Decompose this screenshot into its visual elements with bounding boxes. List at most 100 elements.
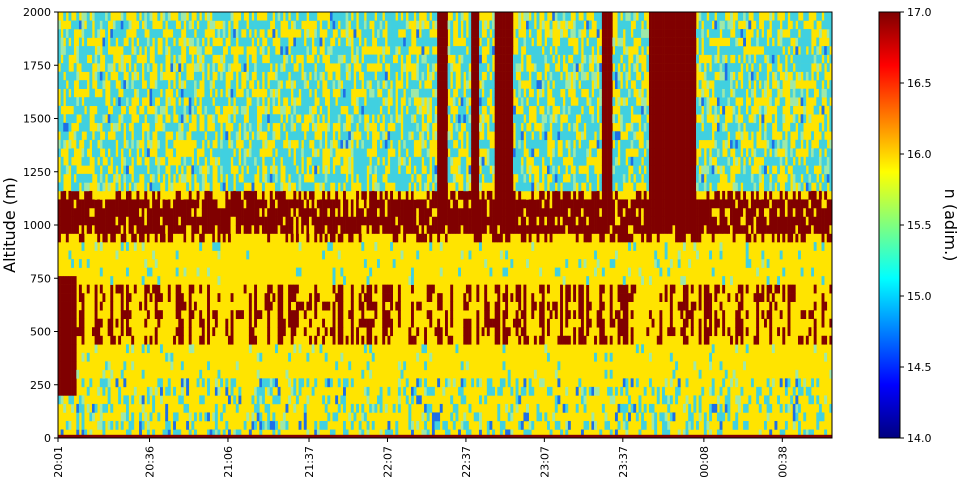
heatmap-cell	[196, 131, 200, 141]
heatmap-cell	[316, 293, 320, 302]
heatmap-cell	[225, 199, 229, 209]
heatmap-cell	[573, 29, 577, 38]
heatmap-cell	[426, 207, 430, 217]
heatmap-cell	[335, 37, 339, 47]
heatmap-cell	[94, 114, 98, 124]
heatmap-cell	[497, 97, 501, 107]
heatmap-cell	[408, 412, 412, 422]
heatmap-cell	[580, 156, 584, 166]
heatmap-cell	[531, 12, 535, 21]
heatmap-cell	[256, 412, 260, 422]
heatmap-cell	[303, 88, 307, 98]
heatmap-cell	[180, 216, 184, 226]
heatmap-cell	[573, 54, 577, 64]
heatmap-cell	[207, 88, 210, 98]
heatmap-cell	[201, 105, 205, 115]
heatmap-cell	[588, 216, 592, 226]
heatmap-cell	[76, 403, 80, 413]
heatmap-cell	[489, 318, 493, 328]
heatmap-cell	[502, 361, 506, 371]
heatmap-cell	[316, 429, 320, 438]
heatmap-cell	[120, 242, 124, 251]
heatmap-cell	[520, 71, 524, 81]
heatmap-cell	[81, 395, 85, 405]
heatmap-cell	[154, 225, 158, 234]
heatmap-cell	[397, 386, 401, 396]
heatmap-cell	[455, 403, 459, 413]
heatmap-cell	[73, 344, 77, 354]
heatmap-cell	[458, 216, 461, 226]
heatmap-cell	[546, 225, 550, 234]
heatmap-cell	[458, 139, 461, 149]
heatmap-cell	[159, 131, 163, 141]
heatmap-cell	[324, 378, 328, 388]
heatmap-cell	[91, 199, 95, 209]
heatmap-cell	[256, 139, 260, 149]
heatmap-cell	[60, 131, 64, 141]
heatmap-cell	[238, 165, 242, 175]
heatmap-cell	[264, 207, 268, 217]
heatmap-cell	[136, 190, 140, 200]
heatmap-cell	[285, 156, 289, 166]
heatmap-cell	[455, 46, 459, 55]
heatmap-cell	[314, 156, 318, 166]
heatmap-cell	[452, 225, 456, 234]
heatmap-cell	[356, 190, 359, 200]
heatmap-cell	[68, 46, 72, 55]
heatmap-cell	[397, 122, 401, 132]
heatmap-cell	[526, 105, 529, 115]
heatmap-cell	[390, 37, 393, 47]
heatmap-cell	[575, 156, 579, 166]
heatmap-cell	[594, 80, 597, 89]
heatmap-cell	[152, 97, 156, 107]
heatmap-cell	[141, 29, 145, 38]
heatmap-cell	[343, 276, 346, 285]
heatmap-cell	[497, 182, 501, 192]
heatmap-cell	[494, 301, 498, 311]
heatmap-cell	[68, 420, 72, 430]
heatmap-cell	[429, 63, 433, 72]
heatmap-cell	[97, 233, 101, 243]
heatmap-cell	[434, 216, 438, 226]
heatmap-cell	[392, 199, 396, 209]
heatmap-cell	[324, 301, 328, 311]
heatmap-cell	[230, 139, 234, 149]
heatmap-cell	[518, 420, 522, 430]
heatmap-cell	[233, 80, 237, 89]
heatmap-cell	[183, 131, 187, 141]
heatmap-cell	[554, 156, 558, 166]
heatmap-cell	[97, 71, 101, 81]
heatmap-cell	[251, 148, 255, 158]
heatmap-cell	[507, 165, 511, 175]
heatmap-cell	[261, 207, 265, 217]
heatmap-cell	[277, 284, 281, 294]
heatmap-cell	[207, 199, 210, 209]
heatmap-cell	[199, 225, 203, 234]
heatmap-cell	[259, 207, 263, 217]
heatmap-cell	[275, 88, 278, 98]
heatmap-cell	[301, 182, 305, 192]
heatmap-cell	[468, 131, 472, 141]
heatmap-cell	[361, 97, 365, 107]
heatmap-cell	[65, 361, 69, 371]
heatmap-cell	[293, 165, 297, 175]
heatmap-cell	[58, 225, 61, 234]
heatmap-cell	[478, 63, 482, 72]
heatmap-cell	[120, 182, 124, 192]
heatmap-cell	[567, 131, 571, 141]
heatmap-cell	[120, 29, 124, 38]
heatmap-cell	[63, 131, 67, 141]
heatmap-cell	[361, 301, 365, 311]
heatmap-cell	[390, 54, 393, 64]
heatmap-cell	[332, 327, 336, 337]
heatmap-cell	[557, 361, 561, 371]
heatmap-cell	[125, 242, 129, 251]
heatmap-cell	[421, 80, 425, 89]
heatmap-cell	[60, 199, 64, 209]
heatmap-cell	[557, 378, 561, 388]
heatmap-cell	[269, 386, 273, 396]
heatmap-cell	[288, 63, 292, 72]
heatmap-cell	[264, 216, 268, 226]
heatmap-cell	[332, 233, 336, 243]
heatmap-cell	[583, 37, 587, 47]
